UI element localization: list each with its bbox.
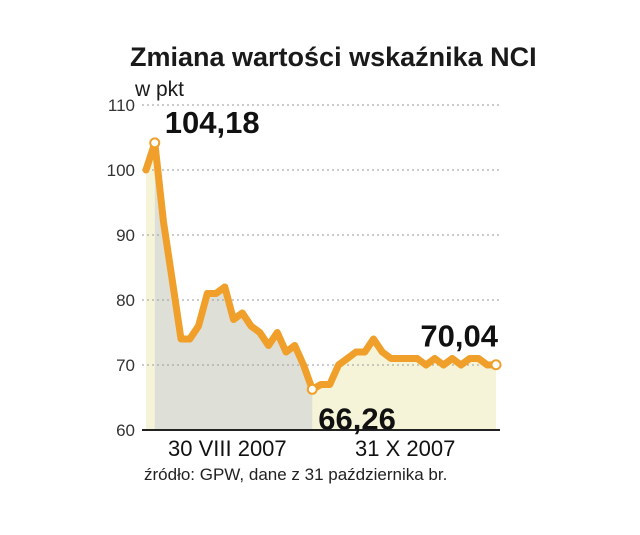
y-tick-label-100: 100 — [107, 161, 135, 180]
y-tick-label-70: 70 — [116, 356, 135, 375]
x-tick-label-start: 30 VIII 2007 — [168, 436, 287, 461]
callout-label-2: 70,04 — [420, 319, 498, 354]
highlight-point-0 — [149, 137, 161, 149]
series-layer — [142, 137, 502, 395]
unit-label: w pkt — [134, 78, 184, 101]
x-tick-label-end: 31 X 2007 — [355, 436, 455, 461]
highlight-point-1 — [306, 383, 318, 395]
y-tick-label-60: 60 — [116, 421, 135, 440]
shaded-period — [154, 142, 313, 431]
y-axis-ticks: 60 70 80 90 100 110 — [107, 96, 135, 440]
y-tick-label-80: 80 — [116, 291, 135, 310]
callout-label-1: 66,26 — [318, 401, 396, 436]
value-callouts: 104,18 66,26 70,04 — [165, 105, 499, 436]
source-note: źródło: GPW, dane z 31 października br. — [144, 465, 447, 484]
series-line — [142, 139, 500, 393]
y-tick-label-90: 90 — [116, 226, 135, 245]
y-tick-label-110: 110 — [108, 96, 135, 115]
chart-title: Zmiana wartości wskaźnika NCI — [130, 42, 537, 72]
callout-label-0: 104,18 — [165, 105, 260, 140]
highlight-point-2 — [490, 359, 502, 371]
plot-background — [146, 142, 496, 431]
